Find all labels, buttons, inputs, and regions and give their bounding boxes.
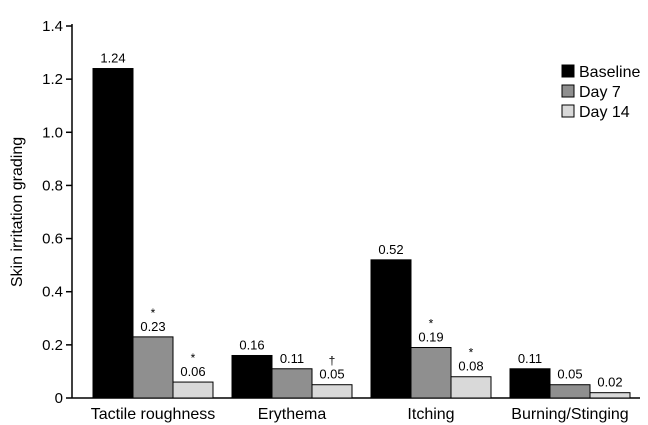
bar-day-14 bbox=[450, 376, 492, 399]
x-category-label: Erythema bbox=[258, 406, 327, 423]
y-tick-label: 0 bbox=[55, 390, 63, 407]
data-label: 0.05 bbox=[319, 367, 344, 382]
bar-day-14 bbox=[172, 381, 214, 399]
data-label: 0.06 bbox=[180, 364, 205, 379]
legend: Baseline Day 7 Day 14 bbox=[561, 64, 640, 121]
bar-baseline bbox=[509, 368, 551, 399]
data-label: 0.52 bbox=[378, 242, 403, 257]
legend-swatch bbox=[561, 64, 575, 78]
data-label: 0.05 bbox=[557, 367, 582, 382]
legend-label: Baseline bbox=[579, 64, 640, 81]
bar-day-7 bbox=[549, 384, 591, 399]
significance-mark: * bbox=[151, 306, 156, 320]
y-tick-label: 1.2 bbox=[42, 71, 63, 88]
legend-label: Day 7 bbox=[579, 84, 621, 101]
x-category-label: Itching bbox=[407, 406, 454, 423]
bar-day-7 bbox=[410, 347, 452, 399]
data-label: 0.11 bbox=[518, 351, 542, 366]
bar-baseline bbox=[92, 68, 134, 399]
y-tick-label: 1.4 bbox=[42, 18, 63, 35]
bar-day-7 bbox=[132, 336, 174, 399]
legend-swatch bbox=[561, 104, 575, 118]
y-tick-label: 0.6 bbox=[42, 231, 63, 248]
data-label: 0.02 bbox=[597, 375, 622, 390]
significance-mark: * bbox=[191, 351, 196, 365]
data-label: 0.16 bbox=[239, 337, 264, 352]
y-tick-label: 1.0 bbox=[42, 124, 63, 141]
y-tick-label: 0.4 bbox=[42, 284, 63, 301]
bars bbox=[92, 68, 631, 399]
bar-day-7 bbox=[271, 368, 313, 399]
bar-day-14 bbox=[311, 384, 353, 399]
y-tick-label: 0.2 bbox=[42, 337, 63, 354]
legend-label: Day 14 bbox=[579, 104, 630, 121]
data-label: 0.19 bbox=[418, 330, 443, 345]
significance-mark: † bbox=[329, 354, 336, 368]
legend-swatch bbox=[561, 84, 575, 98]
bar-baseline bbox=[231, 354, 273, 399]
y-axis-label: Skin irritation grading bbox=[9, 137, 26, 287]
data-label: 0.08 bbox=[458, 359, 483, 374]
y-tick-label: 0.8 bbox=[42, 177, 63, 194]
data-label: 0.23 bbox=[140, 319, 165, 334]
significance-mark: * bbox=[429, 317, 434, 331]
axes: 0 0.2 0.4 0.6 0.8 1.0 1.2 1.4 Tactile roughness E… bbox=[42, 18, 640, 423]
data-labels: 1.240.160.520.110.23*0.110.19*0.050.06*0… bbox=[100, 51, 622, 390]
x-category-label: Tactile roughness bbox=[91, 406, 216, 423]
x-category-label: Burning/Stinging bbox=[511, 406, 628, 423]
data-label: 0.11 bbox=[280, 351, 304, 366]
bar-baseline bbox=[370, 259, 412, 399]
bar-day-14 bbox=[589, 392, 631, 399]
significance-mark: * bbox=[469, 346, 474, 360]
data-label: 1.24 bbox=[100, 51, 125, 66]
